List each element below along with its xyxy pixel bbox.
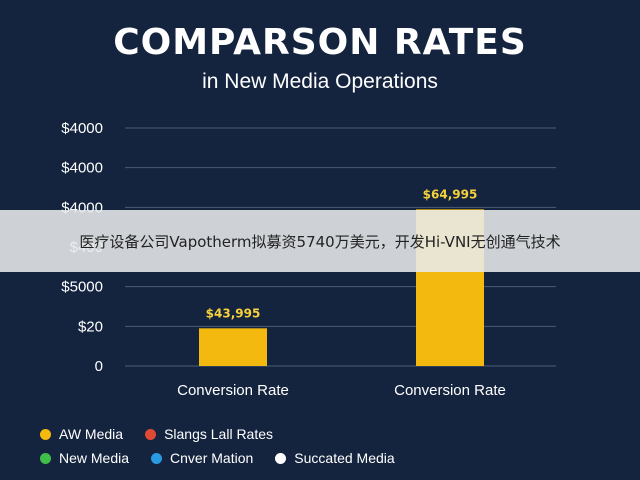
- bar: [199, 328, 267, 366]
- legend-swatch: [145, 428, 157, 440]
- bar-data-label: $43,995: [206, 306, 261, 320]
- chart-subtitle: in New Media Operations: [202, 70, 438, 93]
- overlay-banner[interactable]: 医疗设备公司Vapotherm拟募资5740万美元，开发Hi-VNI无创通气技术: [0, 210, 640, 272]
- overlay-banner-text: 医疗设备公司Vapotherm拟募资5740万美元，开发Hi-VNI无创通气技术: [79, 232, 561, 251]
- legend-item: Cnver Mation: [151, 450, 253, 466]
- legend-row-2: New Media Cnver Mation Succated Media: [40, 450, 417, 466]
- legend-item: Slangs Lall Rates: [145, 426, 273, 442]
- legend-label: Succated Media: [294, 450, 395, 466]
- y-tick-label: $5000: [61, 279, 103, 296]
- legend-item: AW Media: [40, 426, 123, 442]
- legend-label: Slangs Lall Rates: [164, 426, 274, 442]
- chart-title: COMPARSON RATES: [113, 22, 527, 63]
- y-tick-label: $4000: [61, 160, 103, 177]
- y-tick-label: 0: [95, 358, 103, 375]
- legend-swatch: [275, 452, 287, 464]
- y-tick-label: $4000: [61, 120, 103, 137]
- legend-swatch: [40, 428, 51, 440]
- legend-row-1: AW Media Slangs Lall Rates: [40, 426, 295, 442]
- legend-label: New Media: [59, 450, 130, 466]
- legend-swatch: [40, 452, 51, 464]
- y-tick-label: $20: [78, 318, 103, 335]
- x-tick-label: Conversion Rate: [394, 382, 506, 399]
- legend-swatch: [151, 452, 163, 464]
- legend-item: New Media: [40, 450, 129, 466]
- x-tick-label: Conversion Rate: [177, 382, 289, 399]
- bar-data-label: $64,995: [423, 187, 478, 201]
- legend-label: AW Media: [59, 426, 124, 442]
- legend-label: Cnver Mation: [170, 450, 254, 466]
- legend-item: Succated Media: [275, 450, 395, 466]
